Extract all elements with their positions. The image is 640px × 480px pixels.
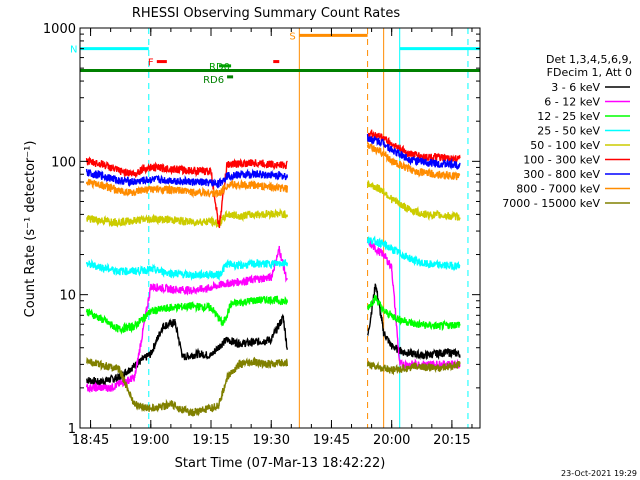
x-tick-label-4: 19:45 — [313, 433, 350, 448]
y-axis-label: Count Rate (s⁻¹ detector⁻¹) — [23, 141, 38, 318]
y-tick-label-3: 1000 — [43, 22, 76, 37]
x-axis-label: Start Time (07-Mar-13 18:42:22) — [175, 456, 386, 471]
legend-label-1: 6 - 12 keV — [544, 96, 600, 109]
footer-timestamp: 23-Oct-2021 19:29 — [561, 469, 637, 478]
y-tick-label-2: 100 — [51, 155, 76, 170]
legend: Det 1,3,4,5,6,9,FDecim 1, Att 0 3 - 6 keV… — [502, 53, 632, 210]
legend-label-6: 300 - 800 keV — [523, 168, 600, 181]
legend-label-4: 50 - 100 keV — [530, 139, 600, 152]
series-line-5 — [85, 129, 461, 229]
x-tick-label-6: 20:15 — [433, 433, 470, 448]
x-tick-label-2: 19:15 — [192, 433, 229, 448]
series-line-6 — [85, 133, 461, 189]
chart-title: RHESSI Observing Summary Count Rates — [132, 6, 401, 21]
x-tick-label-0: 18:45 — [72, 433, 109, 448]
plot-area: N F S RD0 RD6 18:45 19:00 19:15 19:30 19:45 20:00 2… — [43, 22, 481, 448]
flag-label-2: S — [289, 31, 295, 42]
flag-label-3: RD0 — [209, 62, 230, 73]
series-line-7 — [85, 142, 461, 199]
legend-label-2: 12 - 25 keV — [537, 110, 600, 123]
y-tick-label-1: 10 — [59, 289, 76, 304]
x-tick-label-1: 19:00 — [132, 433, 169, 448]
series-line-2 — [85, 294, 461, 335]
series-line-3 — [85, 235, 461, 281]
series-line-8 — [85, 356, 461, 417]
legend-label-3: 25 - 50 keV — [537, 125, 600, 138]
legend-header-0: Det 1,3,4,5,6,9, — [546, 53, 632, 66]
legend-label-0: 3 - 6 keV — [551, 81, 600, 94]
y-tick-label-0: 1 — [68, 422, 76, 437]
flag-label-0: N — [70, 45, 77, 56]
x-tick-label-3: 19:30 — [253, 433, 290, 448]
legend-header-1: FDecim 1, Att 0 — [547, 66, 632, 79]
x-tick-label-5: 20:00 — [373, 433, 410, 448]
legend-label-7: 800 - 7000 keV — [516, 183, 600, 196]
legend-label-8: 7000 - 15000 keV — [502, 197, 600, 210]
series-line-4 — [86, 180, 461, 229]
flag-label-1: F — [148, 58, 154, 69]
legend-label-5: 100 - 300 keV — [523, 154, 600, 167]
flag-label-4: RD6 — [203, 75, 224, 86]
plot-frame — [79, 27, 481, 429]
